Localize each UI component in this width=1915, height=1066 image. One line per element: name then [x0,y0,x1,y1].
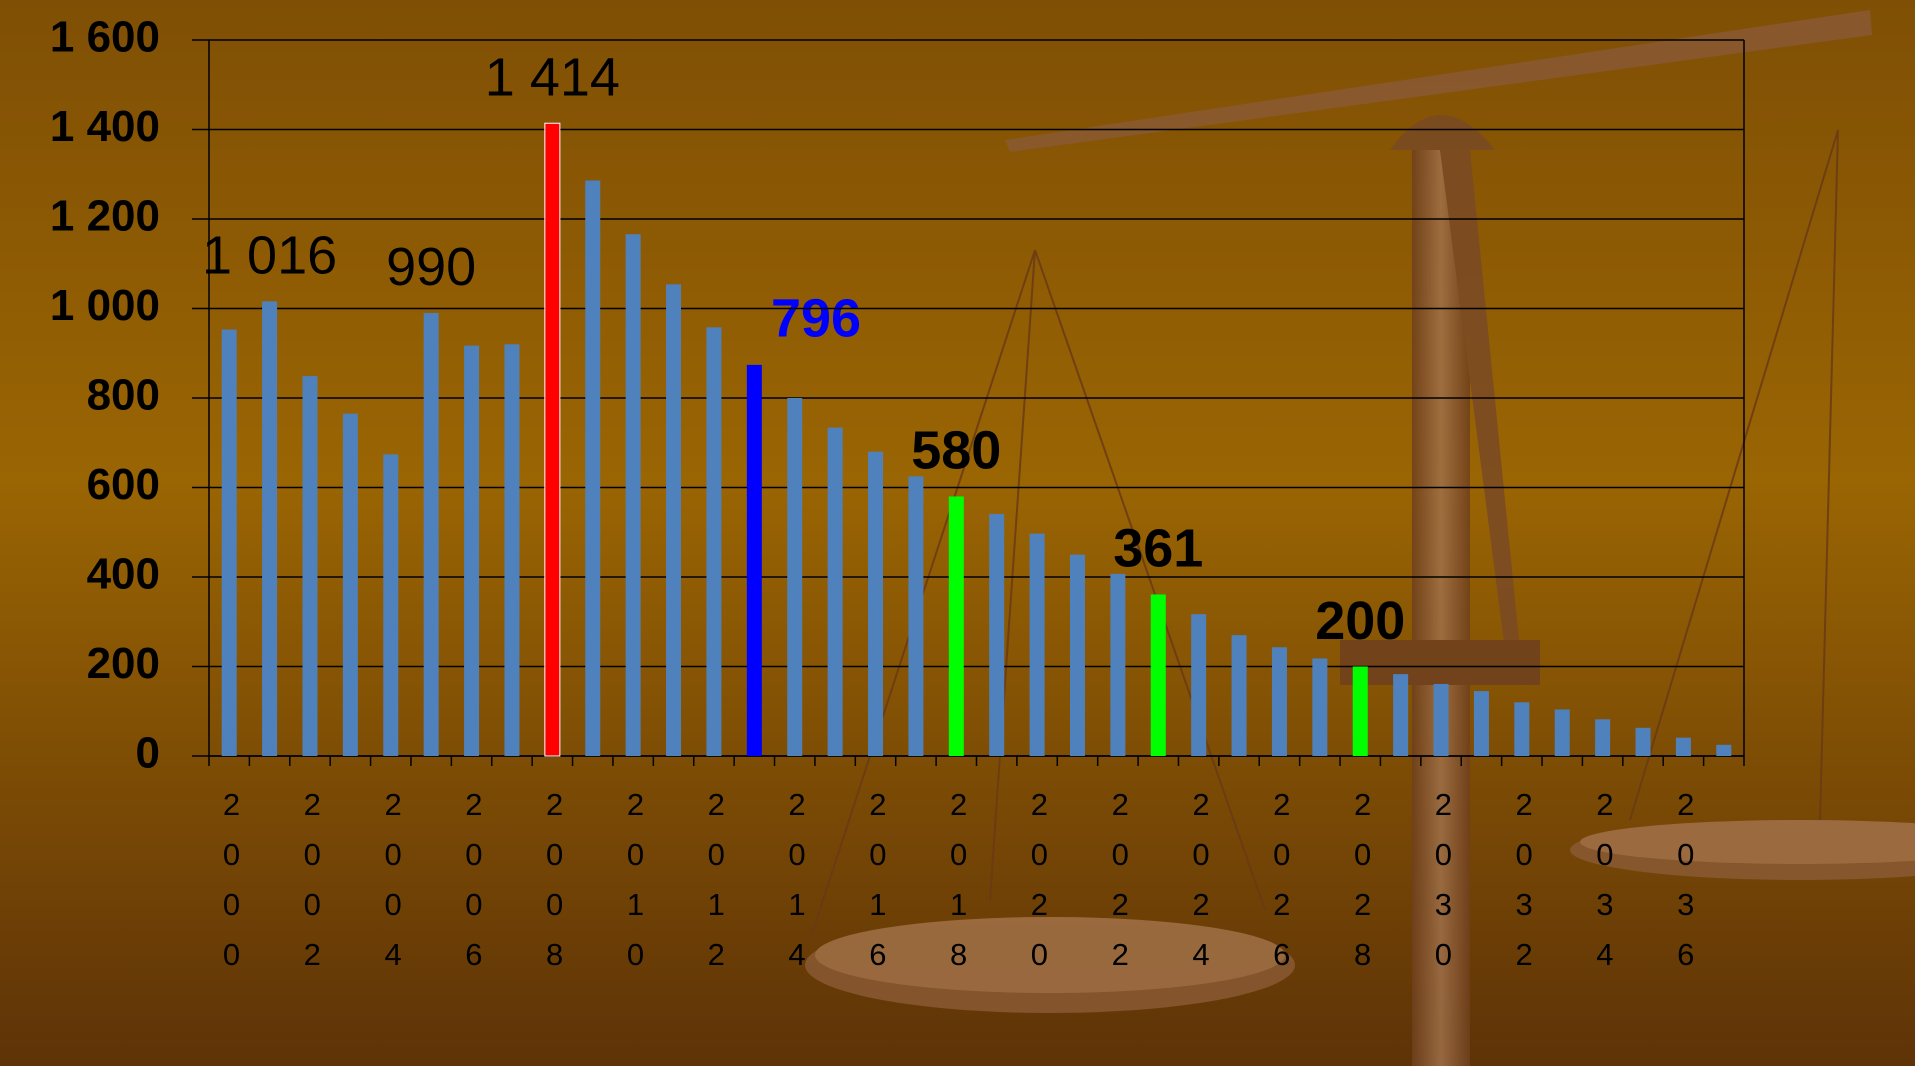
bar [1514,702,1530,756]
y-tick-label: 400 [87,550,160,599]
bar [868,451,884,756]
bar [1029,533,1045,756]
x-tick-label: 2006 [456,787,491,987]
bar [625,234,641,757]
bar [1716,744,1732,756]
bar [221,329,237,756]
bar [908,476,924,756]
y-tick-label: 1 000 [50,281,160,330]
y-tick-label: 600 [87,460,160,509]
bar [1150,594,1166,756]
bar [1675,737,1691,756]
data-label: 1 016 [202,226,337,286]
bar [666,284,682,756]
bar [1433,683,1449,756]
bar [1312,658,1328,756]
y-tick-label: 1 600 [50,13,160,62]
x-tick-label: 2026 [1264,787,1299,987]
x-tick-label: 2020 [1022,787,1057,987]
x-tick-label: 2036 [1668,787,1703,987]
bar [585,180,601,756]
bar [302,376,318,756]
bar [1635,727,1651,756]
bar [1352,666,1368,756]
bar [1595,719,1611,756]
bar [1271,647,1287,756]
x-tick-label: 2010 [618,787,653,987]
x-tick-label: 2032 [1507,787,1542,987]
bar [1231,635,1247,756]
x-tick-label: 2016 [860,787,895,987]
bar [706,327,722,756]
x-tick-label: 2012 [699,787,734,987]
scale-illustration [805,10,1915,1066]
y-tick-label: 800 [87,371,160,420]
data-label: 1 414 [485,48,620,108]
bar [464,345,480,756]
x-tick-label: 2028 [1345,787,1380,987]
bar [423,312,439,756]
x-tick-label: 2030 [1426,787,1461,987]
x-tick-label: 2014 [780,787,815,987]
bar [544,122,561,757]
x-tick-label: 2024 [1183,787,1218,987]
bar [989,513,1005,756]
data-label: 200 [1315,591,1405,651]
y-tick-label: 200 [87,639,160,688]
x-tick-label: 2002 [295,787,330,987]
bar [1191,614,1207,756]
bar [342,413,358,756]
data-label: 580 [911,421,1001,481]
bar [504,344,520,756]
bar [1554,709,1570,756]
x-tick-label: 2034 [1587,787,1622,987]
bar [787,398,803,756]
bar [827,427,843,756]
bar [1110,573,1126,756]
x-tick-label: 2008 [537,787,572,987]
bar [1473,691,1489,756]
bar [262,301,278,756]
data-label: 990 [386,237,476,297]
x-tick-label: 2004 [376,787,411,987]
bar [948,496,964,756]
bar [383,454,399,756]
bar [746,364,762,756]
annotation: 796 [771,288,861,348]
y-tick-label: 1 400 [50,102,160,151]
x-tick-label: 2018 [941,787,976,987]
y-tick-label: 0 [136,729,160,778]
y-tick-label: 1 200 [50,192,160,241]
data-label: 361 [1113,519,1203,579]
x-tick-label: 2022 [1103,787,1138,987]
bar [1069,554,1085,756]
x-tick-label: 2000 [214,787,249,987]
bar [1393,674,1409,756]
